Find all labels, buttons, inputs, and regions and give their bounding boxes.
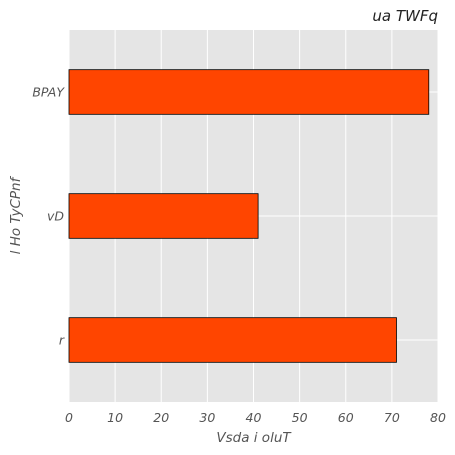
y-axis-label: l Ho TyCPnf bbox=[8, 175, 24, 254]
x-tick-label: 80 bbox=[430, 410, 446, 425]
x-tick-label: 40 bbox=[246, 410, 262, 425]
x-tick-label: 60 bbox=[338, 410, 354, 425]
x-tick-label: 70 bbox=[384, 410, 400, 425]
x-tick-label: 30 bbox=[199, 410, 215, 425]
x-tick-label: 50 bbox=[292, 410, 308, 425]
x-axis-label: Vsda i oluT bbox=[216, 430, 292, 446]
bar-vD bbox=[68, 193, 259, 239]
x-axis-ticks: 0 10 20 30 40 50 60 70 80 bbox=[65, 410, 446, 425]
bar-BPAY bbox=[68, 69, 430, 115]
y-tick-label: vD bbox=[47, 209, 64, 224]
bars bbox=[68, 69, 430, 363]
chart-title: ua TWFq bbox=[372, 7, 438, 25]
y-axis-ticks: r vD BPAY bbox=[32, 85, 65, 348]
y-tick-label: BPAY bbox=[32, 85, 65, 100]
y-tick-label: r bbox=[59, 333, 65, 348]
bar-r bbox=[68, 317, 397, 363]
x-tick-label: 20 bbox=[153, 410, 169, 425]
x-tick-label: 0 bbox=[65, 410, 73, 425]
x-tick-label: 10 bbox=[107, 410, 123, 425]
